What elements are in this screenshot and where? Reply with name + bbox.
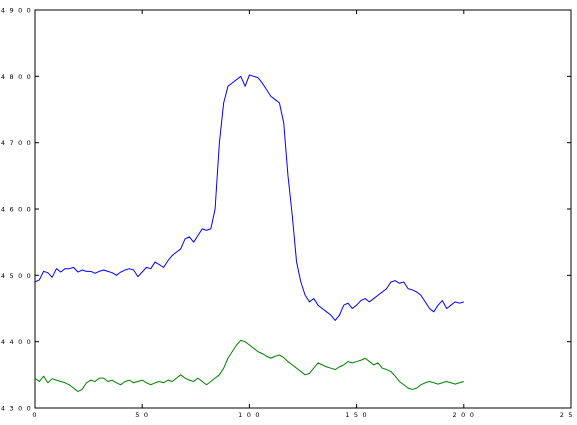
x-tick-label: 1 0 0 <box>238 411 261 419</box>
y-tick-label: 4 8 0 0 <box>1 73 32 81</box>
x-tick-label: 2 0 0 <box>453 411 476 419</box>
y-tick-label: 4 5 0 0 <box>1 272 32 280</box>
series-lines <box>34 74 464 392</box>
axis-tick-labels: 0 5 0 1 0 0 1 5 0 2 0 0 2 5 0 4 3 0 0 4 4 0 0 4 … <box>1 7 577 420</box>
y-tick-label: 4 7 0 0 <box>1 139 32 147</box>
x-tick-label: 1 5 0 <box>345 411 368 419</box>
y-tick-label: 4 9 0 0 <box>1 7 32 15</box>
series-line-1 <box>34 74 464 321</box>
series-line-2 <box>34 339 464 392</box>
axis-ticks <box>34 9 572 409</box>
y-tick-label: 4 4 0 0 <box>1 338 32 346</box>
y-tick-label: 4 6 0 0 <box>1 206 32 214</box>
x-tick-label: 2 5 0 <box>560 411 577 419</box>
x-tick-label: 5 0 <box>135 411 149 419</box>
x-tick-label: 0 <box>32 411 37 419</box>
y-tick-label: 4 3 0 0 <box>1 405 32 413</box>
